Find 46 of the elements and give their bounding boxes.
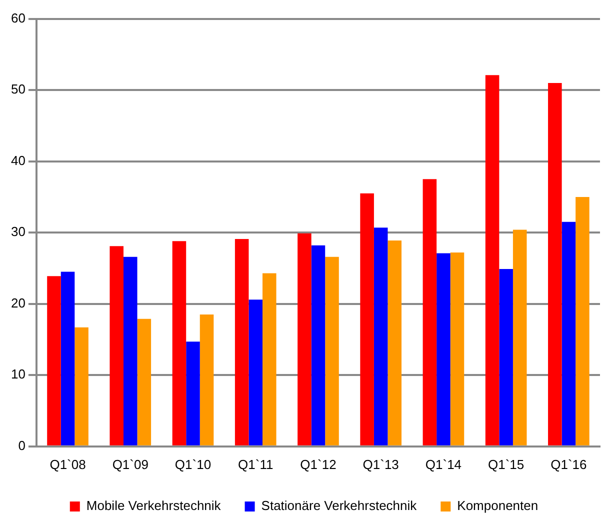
bar	[234, 239, 249, 446]
x-tick-label: Q1`13	[362, 456, 399, 472]
bar	[200, 314, 214, 446]
x-tick-label: Q1`11	[238, 456, 274, 472]
y-tick-label: 40	[10, 152, 26, 168]
x-tick-label: Q1`09	[112, 456, 148, 472]
bar	[576, 196, 590, 446]
bar	[548, 82, 562, 446]
x-tick-label: Q1`14	[425, 456, 462, 472]
bar	[248, 300, 262, 446]
bar	[47, 276, 61, 446]
bar	[262, 273, 276, 446]
bar	[186, 342, 200, 446]
y-tick-label: 10	[10, 366, 26, 382]
bar	[388, 240, 402, 446]
bar	[172, 241, 186, 446]
bar	[374, 228, 388, 446]
x-tick-label: Q1`15	[488, 456, 524, 472]
y-tick-label: 20	[10, 295, 26, 310]
x-tick-label: Q1`16	[550, 456, 587, 472]
bar	[422, 179, 437, 446]
bar	[512, 230, 527, 446]
bar	[562, 222, 576, 446]
legend-label: Komponenten	[457, 498, 538, 514]
bar	[360, 193, 374, 446]
bar	[325, 256, 339, 446]
bar	[60, 272, 75, 446]
bar	[110, 246, 124, 446]
bar	[137, 318, 152, 446]
legend-label: Mobile Verkehrstechnik	[86, 498, 222, 514]
y-tick-label: 0	[18, 438, 26, 453]
bar	[123, 256, 138, 446]
bar	[450, 252, 464, 446]
x-tick-label: Q1`08	[50, 456, 86, 472]
y-tick-label: 60	[10, 10, 26, 26]
legend-label: Stationäre Verkehrstechnik	[261, 498, 418, 514]
bar	[485, 75, 500, 446]
x-tick-label: Q1`10	[174, 456, 212, 472]
y-tick-label: 30	[10, 224, 26, 240]
bar	[499, 268, 513, 446]
bar	[74, 327, 88, 446]
bar	[436, 253, 450, 446]
bar	[298, 233, 312, 446]
x-tick-label: Q1`12	[300, 456, 336, 472]
y-tick-label: 50	[10, 82, 26, 97]
bar	[311, 245, 326, 446]
